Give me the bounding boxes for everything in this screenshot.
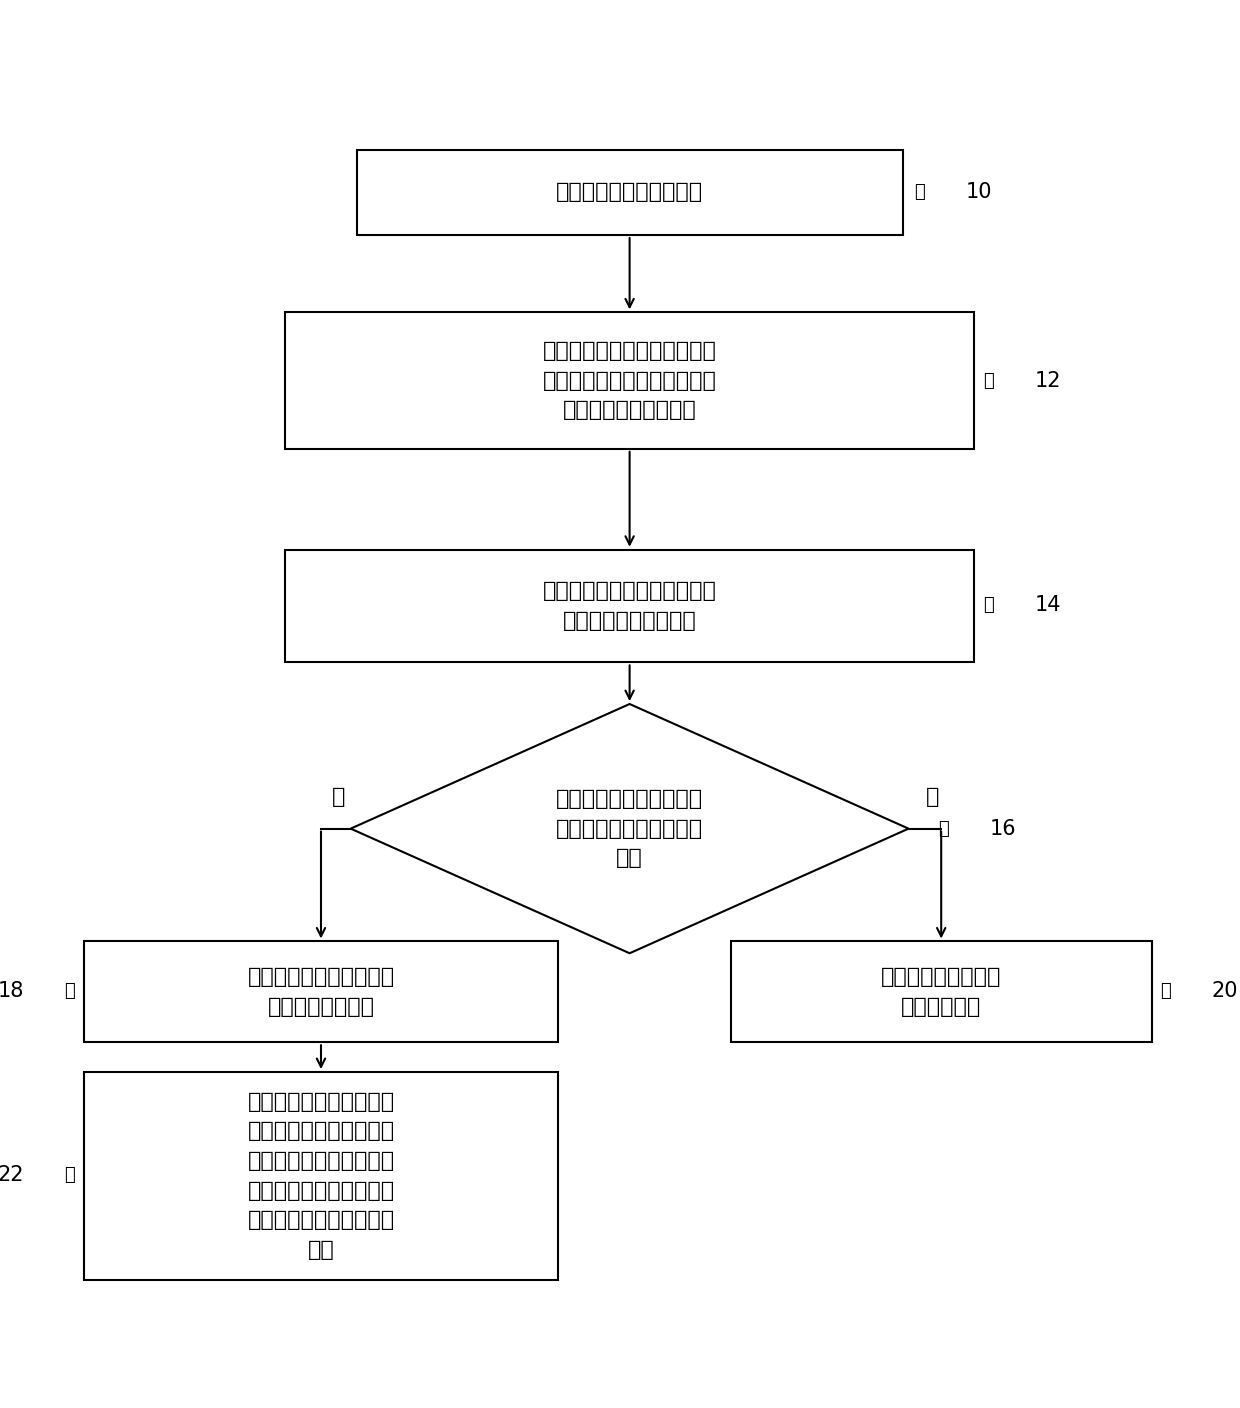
Text: ～: ～: [64, 1166, 76, 1184]
Text: 采集精子静态的形态图像: 采集精子静态的形态图像: [556, 183, 703, 203]
Text: 从形态图像的候选精
子中予以排除: 从形态图像的候选精 子中予以排除: [880, 967, 1002, 1017]
Text: 由形态图像中筛选出来并
识别为真正的精子: 由形态图像中筛选出来并 识别为真正的精子: [248, 967, 394, 1017]
Text: ～: ～: [983, 597, 994, 614]
Text: 否: 否: [925, 787, 939, 807]
Text: 针对静态的形态图像利用二值
化法进行图像预处理，由图像
中筛选出多个候选精子: 针对静态的形态图像利用二值 化法进行图像预处理，由图像 中筛选出多个候选精子: [543, 341, 717, 420]
Text: 22: 22: [0, 1166, 25, 1186]
Polygon shape: [351, 704, 909, 953]
FancyBboxPatch shape: [730, 942, 1152, 1042]
Text: ～: ～: [983, 372, 994, 390]
Text: 14: 14: [1034, 596, 1061, 615]
Text: 10: 10: [966, 183, 992, 203]
Text: ～: ～: [1161, 983, 1171, 1000]
Text: 针对形态图像中的每一个候选
精子进行特征值的计算: 针对形态图像中的每一个候选 精子进行特征值的计算: [543, 582, 717, 631]
Text: ～: ～: [914, 183, 925, 201]
Text: 判断每一个候选精子的特
征值是否满足预设的固定
阈值: 判断每一个候选精子的特 征值是否满足预设的固定 阈值: [556, 788, 703, 869]
FancyBboxPatch shape: [357, 149, 903, 235]
Text: 是: 是: [332, 787, 346, 807]
FancyBboxPatch shape: [285, 313, 973, 449]
Text: 16: 16: [990, 818, 1016, 839]
FancyBboxPatch shape: [83, 1071, 558, 1280]
FancyBboxPatch shape: [83, 942, 558, 1042]
Text: 12: 12: [1034, 372, 1061, 391]
FancyBboxPatch shape: [285, 549, 973, 662]
Text: 18: 18: [0, 981, 25, 1001]
Text: ～: ～: [939, 819, 949, 838]
Text: 20: 20: [1211, 981, 1238, 1001]
Text: 对于每一个被识别为真正
的精子通过神经网络的方
法，将每一个真正的精子
的特征值输入到神经网络
中对这些真正的精子进行
分类: 对于每一个被识别为真正 的精子通过神经网络的方 法，将每一个真正的精子 的特征值…: [248, 1091, 394, 1260]
Text: ～: ～: [64, 983, 76, 1000]
